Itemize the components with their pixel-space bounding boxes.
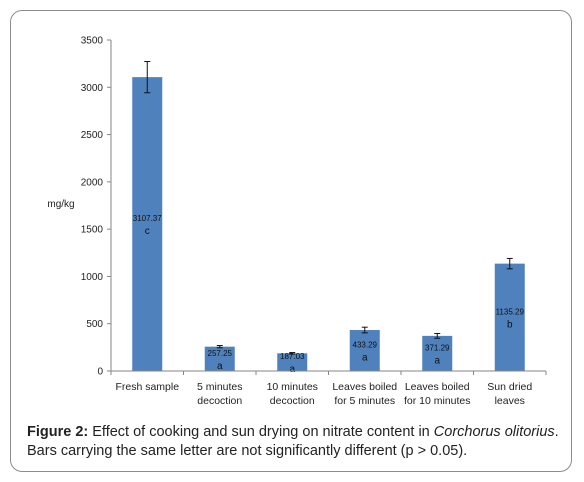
significance-letter: a (362, 353, 368, 364)
significance-letter: b (507, 319, 513, 330)
y-axis-label: mg/kg (47, 199, 74, 210)
significance-letter: a (434, 355, 440, 366)
y-tick-label: 1500 (81, 225, 104, 236)
data-label: 1135.29 (496, 307, 525, 316)
figure-caption: Figure 2: Effect of cooking and sun dryi… (27, 423, 563, 461)
significance-letter: a (289, 364, 295, 375)
x-tick-label: 5 minutes decoction (197, 381, 243, 407)
bars-group: 3107.37 c 257.25 a 187.03 a 433.29 a 371.29 a 1135… (132, 61, 525, 375)
data-label: 3107.37 (133, 214, 162, 223)
bar (494, 263, 525, 371)
caption-species: Corchorus olitorius (433, 424, 555, 440)
bar (422, 335, 453, 371)
x-tick-label: Sun dried leaves (487, 381, 532, 407)
x-axis: Fresh sample 5 minutes decoction 10 minutes… (110, 370, 547, 407)
data-label: 371.29 (425, 343, 450, 352)
x-tick-label: Leaves boiled for 10 minutes (404, 381, 471, 407)
data-label: 187.03 (280, 352, 305, 361)
significance-letter: a (217, 361, 223, 372)
bar (132, 77, 163, 371)
bar (204, 346, 235, 371)
bar (277, 353, 308, 371)
y-tick-label: 2000 (81, 177, 104, 188)
y-axis: 0 500 1000 1500 2000 2500 3000 3500 (81, 36, 112, 378)
y-tick-label: 2500 (81, 130, 104, 141)
caption-text-after: . Bars carrying the same letter are not … (27, 424, 559, 459)
bar-chart: mg/kg 0 500 1000 1500 2000 2500 3000 3500 3107.… (47, 36, 547, 407)
x-tick-label: Leaves boiled for 5 minutes (332, 381, 397, 407)
y-tick-label: 3500 (81, 36, 104, 47)
y-tick-label: 500 (86, 319, 103, 330)
figure-frame (10, 10, 572, 472)
caption-label: Figure 2: (27, 424, 89, 440)
y-tick-label: 1000 (81, 272, 104, 283)
y-tick-label: 3000 (81, 83, 104, 94)
x-tick-label: Fresh sample (115, 381, 179, 393)
data-label: 257.25 (208, 349, 233, 358)
significance-letter: c (145, 226, 150, 237)
x-tick-label: 10 minutes decoction (267, 381, 318, 407)
data-label: 433.29 (353, 341, 378, 350)
bar (349, 330, 380, 371)
y-tick-label: 0 (97, 367, 103, 378)
caption-text-before: Effect of cooking and sun drying on nitr… (88, 424, 434, 440)
